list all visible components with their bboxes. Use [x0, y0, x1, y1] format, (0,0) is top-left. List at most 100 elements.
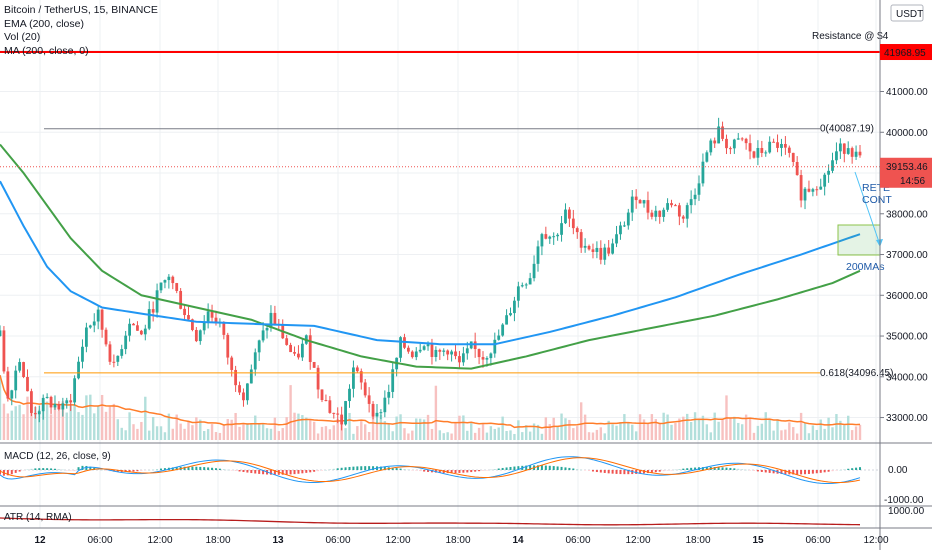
volume-bar	[450, 433, 453, 440]
macd-histogram-bar	[619, 470, 622, 475]
volume-bar	[733, 416, 736, 440]
candle-body	[324, 400, 328, 402]
candle-body	[355, 367, 359, 372]
volume-bar	[442, 433, 445, 440]
candle-body	[45, 396, 49, 398]
candle-body	[26, 377, 29, 392]
time-tick-label: 18:00	[445, 535, 470, 546]
candle-body	[799, 175, 803, 201]
symbol-title[interactable]: Bitcoin / TetherUS, 15, BINANCE	[4, 4, 158, 16]
volume-bar	[387, 423, 390, 440]
price-tick-label: 34000.00	[886, 372, 928, 383]
candle-body	[265, 328, 269, 331]
resistance-annotation: Resistance @ $4	[812, 31, 889, 42]
volume-bar	[407, 433, 410, 440]
candle-body	[705, 152, 709, 162]
atr-tick: 1000.00	[888, 506, 925, 517]
volume-bar	[277, 431, 281, 440]
candle-body	[65, 400, 69, 404]
atr-title[interactable]: ATR (14, RMA)	[4, 512, 72, 523]
macd-histogram-bar	[242, 470, 245, 473]
macd-histogram-bar	[658, 470, 661, 472]
macd-histogram-bar	[97, 468, 100, 470]
volume-bar	[246, 423, 249, 440]
macd-histogram-bar	[250, 470, 253, 474]
macd-histogram-bar	[505, 467, 508, 470]
candle-body	[210, 311, 214, 318]
grid-lines	[0, 0, 880, 528]
macd-histogram-bar	[784, 470, 787, 475]
macd-signal-line	[0, 457, 861, 484]
macd-histogram-bar	[191, 466, 194, 470]
macd-histogram-bar	[128, 470, 131, 472]
macd-histogram-bar	[348, 466, 351, 470]
candle-body	[438, 349, 442, 352]
volume-bar	[528, 431, 532, 440]
volume-bar	[477, 427, 481, 440]
candle-body	[776, 142, 779, 148]
candle-body	[513, 300, 516, 314]
volume-bar	[697, 420, 701, 440]
candle-body	[599, 247, 603, 260]
candle-body	[736, 138, 740, 140]
macd-histogram-bar	[474, 470, 477, 472]
candle-body	[293, 352, 296, 354]
candle-body	[234, 369, 238, 386]
volume-bar	[93, 413, 96, 440]
candle-body	[61, 403, 65, 410]
volume-bar	[854, 426, 858, 440]
macd-histogram-bar	[729, 467, 732, 470]
macd-histogram-bar	[544, 465, 547, 470]
volume-bar	[552, 417, 555, 440]
macd-histogram-bar	[140, 470, 143, 471]
candle-body	[858, 151, 862, 156]
candle-body	[348, 388, 351, 402]
volume-bar	[847, 415, 850, 440]
indicator-ema[interactable]: EMA (200, close)	[4, 17, 84, 30]
chart-legend: Bitcoin / TetherUS, 15, BINANCE EMA (200…	[4, 4, 158, 58]
axes: 33000.00 34000.00 35000.00 36000.00 37000.00…	[34, 0, 932, 550]
macd-histogram-bar	[489, 469, 492, 471]
volume-bar	[493, 428, 496, 440]
volume-bar	[49, 414, 53, 440]
candle-body	[206, 311, 210, 323]
candle-body	[795, 161, 799, 176]
macd-histogram-bar	[725, 467, 728, 470]
macd-histogram-bar	[383, 466, 386, 470]
candle-body	[642, 200, 646, 204]
macd-histogram-bar	[427, 470, 430, 472]
indicator-ma[interactable]: MA (200, close, 0)	[4, 44, 89, 57]
volume-bar	[187, 420, 190, 440]
volume-bar	[77, 412, 80, 440]
currency-button[interactable]	[890, 4, 924, 22]
target-zone-box[interactable]	[837, 224, 881, 256]
macd-histogram-bar	[175, 467, 178, 470]
candle-body	[752, 151, 756, 158]
macd-histogram-bar	[752, 470, 755, 471]
volume-bar	[438, 430, 442, 440]
projection-arrow[interactable]	[854, 171, 881, 246]
macd-histogram-bar	[678, 469, 681, 470]
candle-body	[536, 246, 540, 264]
macd-histogram-bar	[737, 468, 740, 470]
volume-bar	[525, 425, 528, 440]
candle-body	[128, 323, 131, 336]
macd-title[interactable]: MACD (12, 26, close, 9)	[4, 451, 111, 462]
volume-bar	[391, 431, 394, 440]
volume-bar	[163, 432, 167, 440]
macd-histogram-bar	[847, 468, 850, 470]
volume-bar	[285, 417, 288, 440]
candle-body	[167, 276, 171, 281]
candle-body	[685, 205, 689, 219]
volume-bar	[462, 415, 465, 440]
macd-histogram-bar	[694, 467, 697, 470]
candle-body	[465, 348, 469, 354]
volume-bar	[587, 432, 591, 440]
candle-body	[803, 188, 807, 201]
candle-body	[414, 351, 418, 358]
time-tick-label: 06:00	[805, 535, 830, 546]
candle-body	[202, 322, 206, 331]
indicator-vol[interactable]: Vol (20)	[4, 31, 41, 43]
candle-body	[422, 346, 426, 350]
